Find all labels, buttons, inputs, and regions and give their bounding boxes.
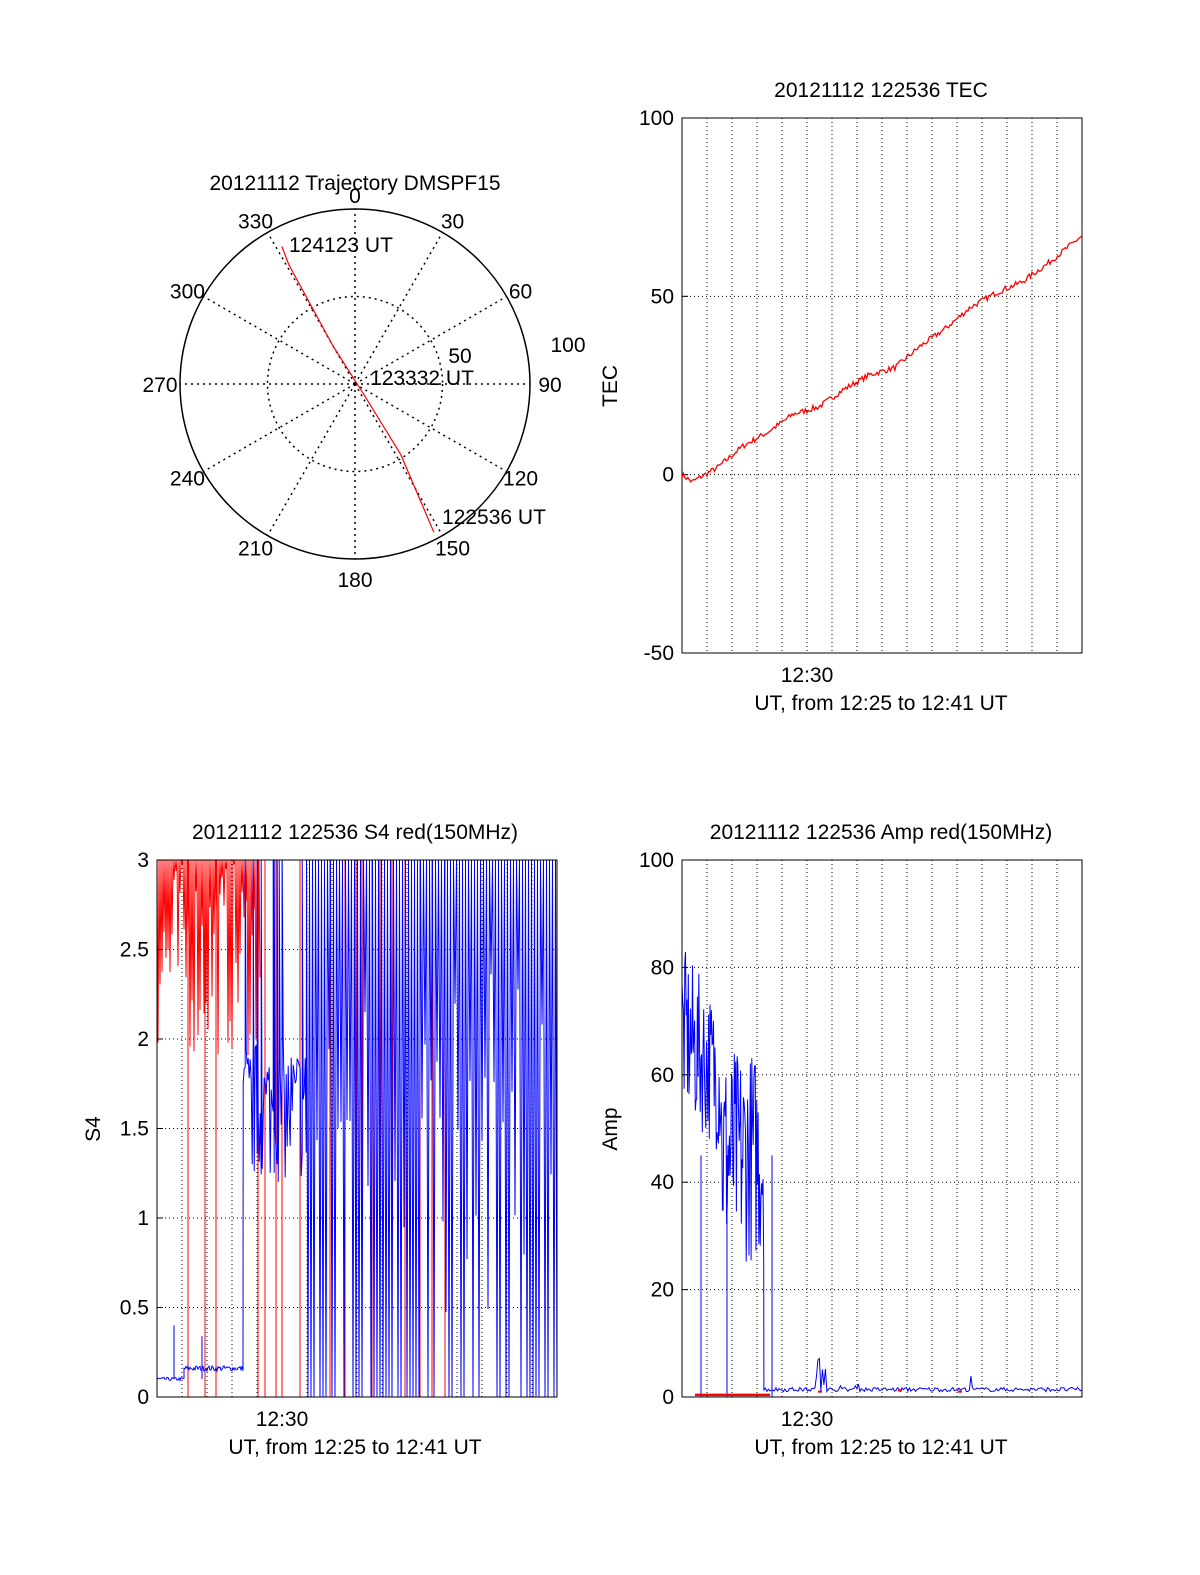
- polar-angle-label-90: 90: [538, 374, 561, 397]
- s4-red-line: [156, 859, 261, 1056]
- amp-ytick-label: 80: [651, 956, 674, 979]
- tec-axes-frame: [681, 117, 1083, 654]
- polar-spoke-120: [354, 383, 507, 473]
- s4-blue-series: [156, 859, 558, 1398]
- polar-outer-circle: [179, 208, 531, 560]
- tec-grid: [682, 118, 1082, 653]
- amp-grid: [682, 860, 1082, 1397]
- amp-x-label: UT, from 12:25 to 12:41 UT: [754, 1436, 1007, 1459]
- trajectory-panel: 20121112 Trajectory DMSPF15 0 30 60 90 120 15…: [142, 172, 585, 592]
- s4-y-label: S4: [82, 1116, 105, 1142]
- s4-ytick-label: 2: [137, 1028, 149, 1051]
- amp-ytick-label: 20: [651, 1279, 674, 1302]
- tec-panel: 20121112 122536 TEC 100 50 0 -50 12:30 UT, …: [599, 79, 1083, 715]
- tec-x-tick-1230: 12:30: [781, 664, 834, 687]
- tec-ytick-label: 50: [651, 285, 674, 308]
- polar-angle-label-330: 330: [238, 210, 273, 233]
- track-label-end: 124123 UT: [289, 234, 393, 257]
- tec-y-label: TEC: [599, 365, 622, 407]
- tec-ytick-label: 0: [662, 464, 674, 487]
- polar-spoke-300: [203, 295, 356, 385]
- amp-ytick-label: 60: [651, 1064, 674, 1087]
- polar-angle-labels: 0 30 60 90 120 150 180 210 240 270 300 330: [142, 185, 561, 592]
- s4-ytick-label: 1: [137, 1207, 149, 1230]
- s4-ytick-label: 0: [137, 1386, 149, 1409]
- polar-angle-label-0: 0: [349, 185, 361, 208]
- polar-spoke-60: [354, 295, 507, 385]
- trajectory-title: 20121112 Trajectory DMSPF15: [209, 172, 500, 195]
- s4-x-label: UT, from 12:25 to 12:41 UT: [228, 1436, 481, 1459]
- track-label-start: 122536 UT: [442, 506, 546, 529]
- amp-ytick-label: 0: [662, 1386, 674, 1409]
- polar-angle-label-120: 120: [503, 468, 538, 491]
- amp-blue-line: [681, 951, 1083, 1394]
- s4-blue-line: [156, 859, 558, 1398]
- s4-ytick-label: 3: [137, 849, 149, 872]
- polar-spoke-150: [354, 383, 444, 536]
- amp-blue-series: [681, 951, 1083, 1397]
- amp-axes-frame: [681, 859, 1083, 1398]
- polar-radius-label-100: 100: [550, 334, 585, 357]
- polar-spoke-30: [354, 232, 444, 385]
- amp-ytick-label: 100: [639, 849, 674, 872]
- polar-angle-label-300: 300: [170, 281, 205, 304]
- s4-x-tick-1230: 12:30: [256, 1408, 309, 1431]
- tec-x-label: UT, from 12:25 to 12:41 UT: [754, 692, 1007, 715]
- amp-ytick-label: 40: [651, 1171, 674, 1194]
- amp-title: 20121112 122536 Amp red(150MHz): [710, 821, 1052, 844]
- polar-angle-label-180: 180: [337, 569, 372, 592]
- polar-angle-label-150: 150: [435, 538, 470, 561]
- amp-red-series: [695, 1389, 962, 1397]
- tec-y-ticks: 100 50 0 -50: [639, 107, 688, 665]
- s4-ytick-label: 1.5: [120, 1118, 149, 1141]
- polar-angle-label-60: 60: [509, 281, 532, 304]
- amp-x-tick-1230: 12:30: [781, 1408, 834, 1431]
- s4-panel: 20121112 122536 S4 red(150MHz) 3 2.5 2 1.5 1…: [82, 821, 558, 1459]
- tec-ytick-label: 100: [639, 107, 674, 130]
- track-label-mid: 123332 UT: [370, 367, 474, 390]
- polar-angle-label-210: 210: [238, 538, 273, 561]
- s4-ytick-label: 0.5: [120, 1297, 149, 1320]
- amp-y-label: Amp: [599, 1107, 622, 1150]
- amp-y-ticks: 100 80 60 40 20 0: [639, 849, 688, 1409]
- polar-spoke-240: [203, 383, 356, 473]
- tec-series-line: [681, 235, 1083, 483]
- amp-panel: 20121112 122536 Amp red(150MHz) 100 80 60 4…: [599, 821, 1083, 1459]
- polar-spoke-330: [266, 232, 356, 385]
- polar-angle-label-270: 270: [142, 374, 177, 397]
- s4-ytick-label: 2.5: [120, 939, 149, 962]
- polar-radius-label-50: 50: [448, 345, 471, 368]
- polar-angle-label-240: 240: [170, 468, 205, 491]
- polar-angle-label-30: 30: [441, 210, 464, 233]
- tec-ytick-label: -50: [644, 642, 674, 665]
- polar-spoke-210: [266, 383, 356, 536]
- s4-title: 20121112 122536 S4 red(150MHz): [192, 821, 518, 844]
- tec-title: 20121112 122536 TEC: [774, 79, 988, 102]
- trajectory-track-line: [281, 246, 435, 533]
- polar-grid: [180, 209, 530, 559]
- s4-y-ticks: 3 2.5 2 1.5 1 0.5 0: [120, 849, 163, 1409]
- polar-ring-50: [266, 295, 444, 473]
